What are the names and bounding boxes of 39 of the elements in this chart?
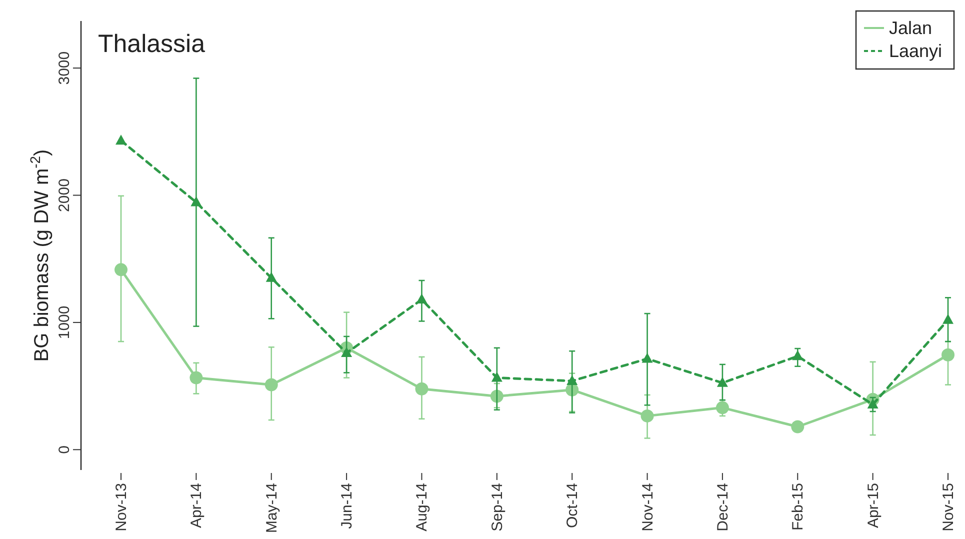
x-tick-label: Dec-14 — [714, 483, 732, 532]
point — [942, 314, 954, 324]
point — [490, 390, 504, 403]
point — [716, 376, 728, 387]
point — [266, 272, 277, 282]
point — [792, 350, 804, 360]
x-tick-label: Nov-13 — [113, 483, 130, 532]
point — [491, 372, 502, 382]
point — [640, 409, 654, 422]
point — [942, 348, 954, 362]
point — [114, 263, 128, 276]
x-tick-label: Sep-14 — [488, 483, 506, 532]
point — [190, 371, 203, 384]
point — [415, 382, 428, 396]
point — [416, 294, 428, 304]
chart-title: Thalassia — [98, 30, 206, 58]
legend-label: Laanyi — [889, 41, 942, 61]
x-tick-label: Oct-14 — [564, 483, 582, 528]
y-tick-label: 3000 — [56, 51, 73, 85]
x-tick-label: Nov-14 — [639, 483, 656, 532]
y-tick-label: 2000 — [56, 178, 73, 212]
y-tick-label: 0 — [56, 445, 73, 454]
x-tick-label: Aug-14 — [414, 483, 431, 532]
point — [190, 196, 202, 206]
x-tick-label: Apr-14 — [188, 483, 206, 528]
point — [867, 398, 878, 408]
point — [341, 346, 352, 357]
x-tick-label: Jun-14 — [338, 483, 356, 529]
x-tick-label: Apr-15 — [864, 483, 882, 528]
y-tick-label: 1000 — [56, 306, 73, 340]
point — [642, 352, 653, 363]
point — [791, 420, 804, 434]
point — [116, 134, 126, 145]
point — [264, 378, 278, 392]
legend-label: Jalan — [889, 18, 932, 38]
x-tick-label: Feb-15 — [790, 483, 807, 531]
x-tick-label: May-14 — [263, 483, 280, 534]
x-tick-label: Nov-15 — [940, 483, 957, 532]
point — [716, 401, 729, 414]
